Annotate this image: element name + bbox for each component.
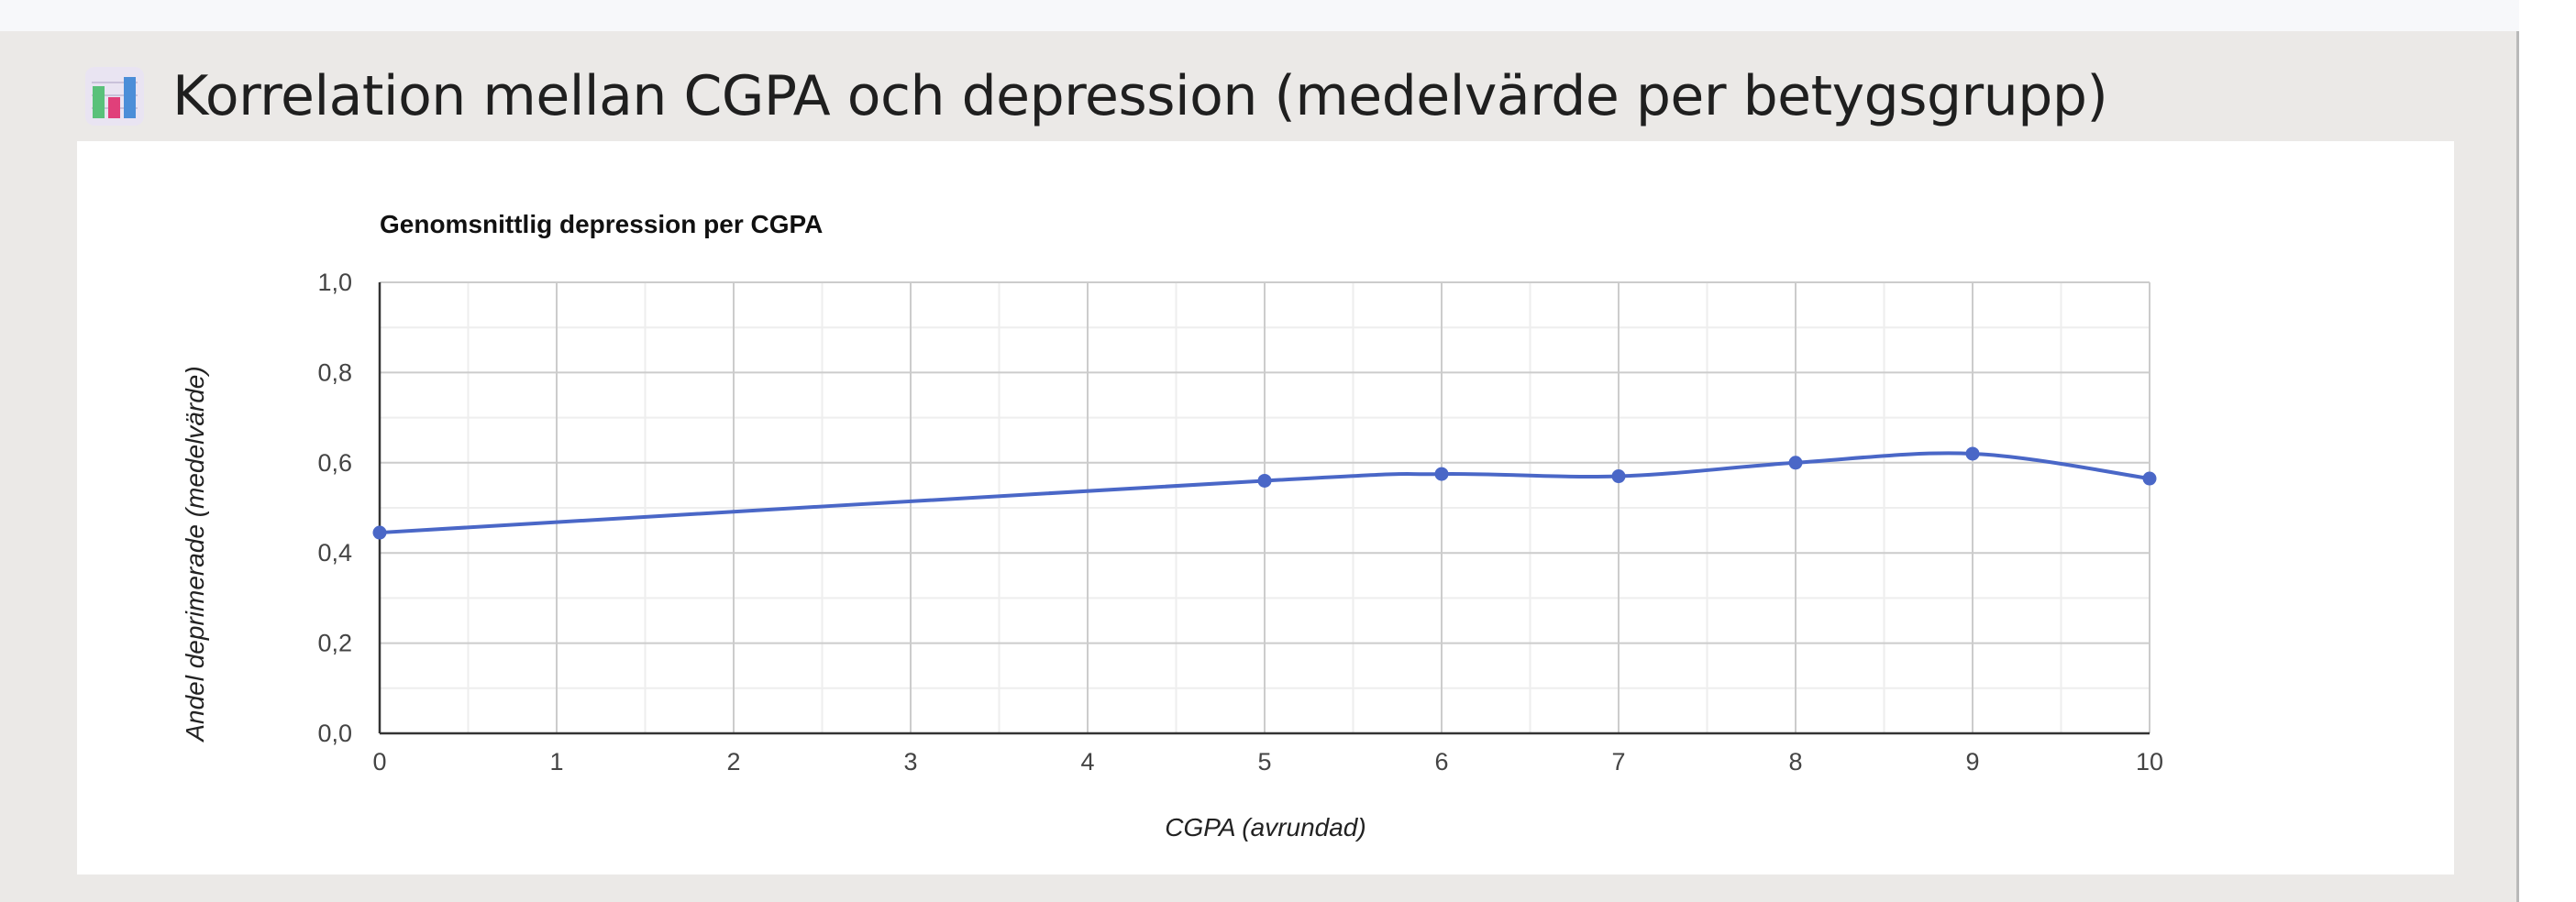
x-tick-label: 6 <box>1434 748 1448 776</box>
data-point[interactable] <box>1434 467 1449 481</box>
y-axis-label: Andel deprimerade (medelvärde) <box>181 366 209 742</box>
line-chart: Genomsnittlig depression per CGPA 0 1 2 3 4 5… <box>181 210 2163 842</box>
y-tick-label: 0,0 <box>317 720 352 747</box>
x-tick-label: 8 <box>1788 748 1802 776</box>
y-tick-label: 0,8 <box>317 358 352 386</box>
axes <box>378 282 2150 735</box>
x-tick-label: 4 <box>1080 748 1094 776</box>
x-tick-label: 9 <box>1965 748 1979 776</box>
y-tick-label: 0,4 <box>317 539 352 566</box>
data-point[interactable] <box>1788 456 1803 470</box>
data-point[interactable] <box>1257 473 1272 488</box>
y-tick-label: 0,6 <box>317 449 352 477</box>
right-edge <box>2519 0 2576 902</box>
x-tick-label: 3 <box>903 748 917 776</box>
data-point[interactable] <box>1611 469 1626 484</box>
chart-title: Genomsnittlig depression per CGPA <box>380 210 823 238</box>
series <box>372 446 2157 540</box>
data-point[interactable] <box>2142 471 2157 486</box>
section-header: Korrelation mellan CGPA och depression (… <box>84 57 2108 136</box>
grid <box>379 281 2150 734</box>
x-tick-label: 0 <box>372 748 386 776</box>
x-tick-label: 7 <box>1611 748 1625 776</box>
top-strip <box>0 0 2519 31</box>
series-line <box>379 451 2150 535</box>
x-tick-label: 5 <box>1257 748 1271 776</box>
y-tick-label: 0,2 <box>317 630 352 657</box>
x-tick-label: 10 <box>2136 748 2163 776</box>
bar-chart-icon <box>85 67 144 126</box>
x-tick-label: 2 <box>726 748 740 776</box>
page-title: Korrelation mellan CGPA och depression (… <box>172 64 2108 128</box>
x-axis-label: CGPA (avrundad) <box>1165 813 1365 842</box>
data-point[interactable] <box>372 525 387 540</box>
y-tick-label: 1,0 <box>317 269 352 296</box>
x-tick-label: 1 <box>549 748 563 776</box>
data-point[interactable] <box>1965 446 1980 461</box>
chart-card: Genomsnittlig depression per CGPA 0 1 2 3 4 5… <box>77 141 2454 874</box>
tick-labels: 0 1 2 3 4 5 6 7 8 9 10 0,0 0,2 0,4 0,6 0,8 1,0 <box>317 269 2163 776</box>
